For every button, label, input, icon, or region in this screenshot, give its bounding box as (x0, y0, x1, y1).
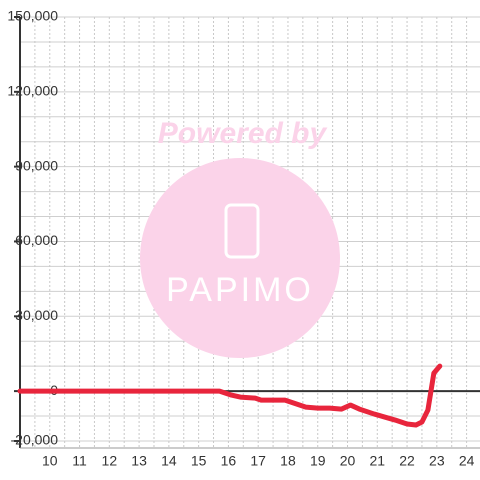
x-tick-label: 18 (280, 453, 296, 469)
x-tick-label: 17 (250, 453, 266, 469)
x-tick-label: 11 (72, 453, 87, 469)
y-tick-label: 90,000 (15, 157, 58, 173)
x-tick-label: 14 (161, 453, 177, 469)
x-tick-label: 16 (221, 453, 237, 469)
watermark-text: Powered by (158, 117, 328, 150)
x-tick-label: 21 (369, 453, 385, 469)
y-tick-label: -20,000 (11, 432, 59, 448)
x-tick-label: 19 (310, 453, 326, 469)
y-tick-label: 120,000 (7, 83, 58, 99)
x-tick-label: 12 (102, 453, 118, 469)
logo-phone (224, 203, 260, 259)
x-tick-label: 13 (131, 453, 147, 469)
x-tick-label: 24 (459, 453, 475, 469)
y-tick-label: 150,000 (7, 8, 58, 24)
x-tick-label: 22 (399, 453, 415, 469)
y-tick-label: 30,000 (15, 307, 58, 323)
y-tick-label: 60,000 (15, 232, 58, 248)
data-line (17, 363, 443, 428)
x-tick-label: 23 (429, 453, 445, 469)
x-tick-label: 10 (42, 453, 58, 469)
x-tick-label: 15 (191, 453, 207, 469)
x-tick-label: 20 (340, 453, 356, 469)
logo-text: PAPIMO (166, 271, 314, 309)
